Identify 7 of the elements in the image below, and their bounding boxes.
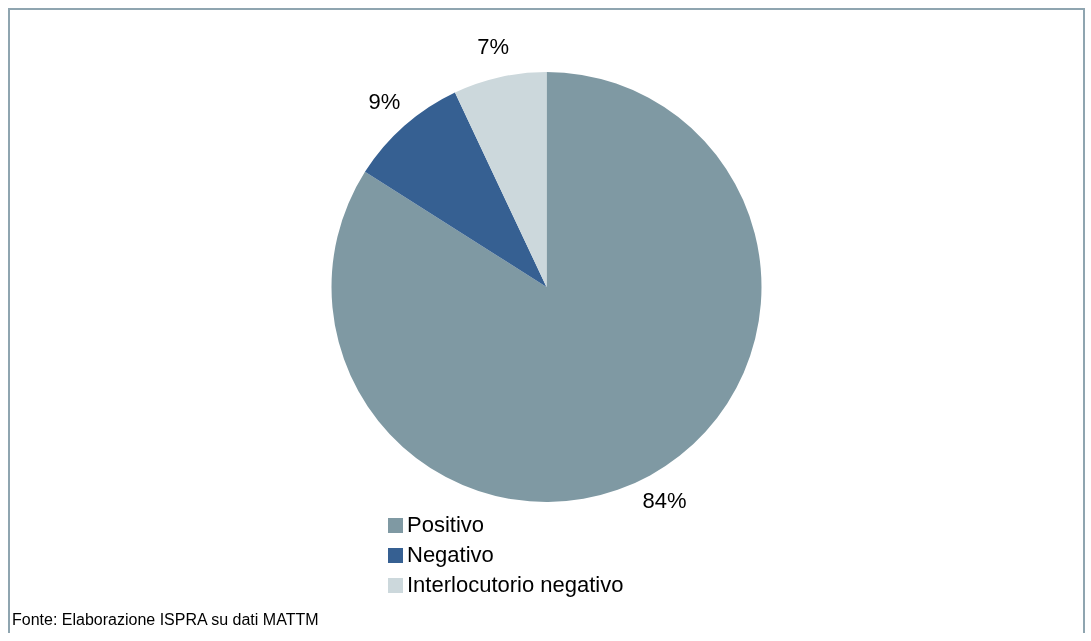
legend-label: Negativo bbox=[407, 542, 494, 568]
legend-label: Positivo bbox=[407, 512, 485, 538]
legend-label: Interlocutorio negativo bbox=[407, 572, 624, 598]
data-label: 9% bbox=[368, 89, 401, 115]
data-label: 84% bbox=[642, 487, 687, 513]
source-note: Fonte: Elaborazione ISPRA su dati MATTM bbox=[12, 611, 319, 629]
data-label: 7% bbox=[477, 33, 509, 59]
